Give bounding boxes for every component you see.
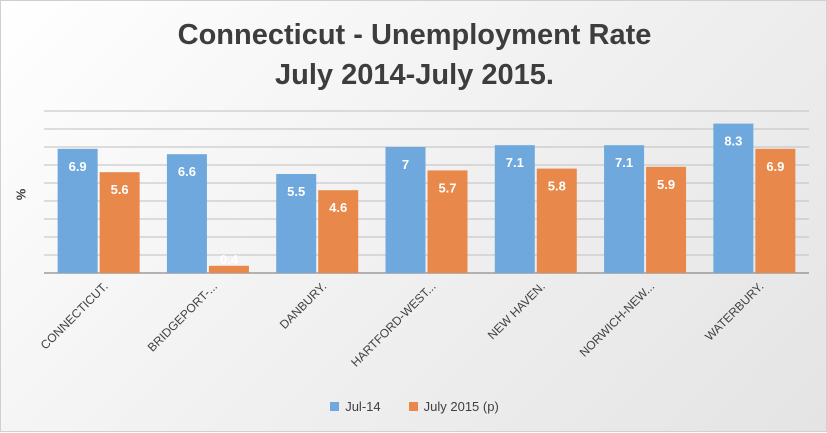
category-label: WATERBURY. xyxy=(702,279,766,343)
bar-series-1 xyxy=(385,147,426,273)
data-label: 5.8 xyxy=(548,179,566,194)
bar-series-2 xyxy=(208,265,249,273)
legend-item-series-2: July 2015 (p) xyxy=(408,399,499,414)
bar-series-1 xyxy=(494,145,535,273)
bar-series-1 xyxy=(276,174,317,273)
category-label: NEW HAVEN. xyxy=(485,279,548,342)
bar-series-2 xyxy=(99,172,140,273)
data-label: 6.6 xyxy=(178,164,196,179)
category-label: CONNECTICUT. xyxy=(38,279,111,352)
data-label: 0.4 xyxy=(220,252,239,267)
bar-series-2 xyxy=(755,148,796,273)
category-label: BRIDGEPORT-... xyxy=(145,279,220,354)
data-label: 7.1 xyxy=(615,155,633,170)
data-label: 5.9 xyxy=(657,177,675,192)
category-label: HARTFORD-WEST... xyxy=(348,279,438,369)
data-label: 7.1 xyxy=(506,155,524,170)
data-label: 6.9 xyxy=(69,159,87,174)
legend-swatch-series-1 xyxy=(330,402,340,411)
bar-series-1 xyxy=(57,148,98,273)
legend-label-series-2: July 2015 (p) xyxy=(423,399,499,414)
chart-subtitle: July 2014-July 2015. xyxy=(275,59,554,91)
bar-series-1 xyxy=(166,154,207,273)
data-label: 4.6 xyxy=(329,200,347,215)
bar-series-1 xyxy=(604,145,645,273)
data-label: 7 xyxy=(402,157,409,172)
bar-series-2 xyxy=(536,168,577,273)
data-label: 5.7 xyxy=(438,180,456,195)
bar-series-2 xyxy=(318,190,359,273)
legend: Jul-14 July 2015 (p) xyxy=(1,399,827,414)
bar-series-2 xyxy=(427,170,468,273)
legend-label-series-1: Jul-14 xyxy=(345,399,381,414)
chart-title: Connecticut - Unemployment Rate xyxy=(177,19,652,51)
legend-swatch-series-2 xyxy=(408,402,418,411)
bar-series-2 xyxy=(646,166,687,273)
bar-series-1 xyxy=(713,123,754,273)
data-label: 5.5 xyxy=(287,184,305,199)
data-label: 8.3 xyxy=(724,134,742,149)
category-label: NORWICH-NEW... xyxy=(577,279,657,359)
data-label: 5.6 xyxy=(111,182,129,197)
data-label: 6.9 xyxy=(766,159,784,174)
category-label: DANBURY. xyxy=(277,279,330,332)
legend-item-series-1: Jul-14 xyxy=(330,399,381,414)
